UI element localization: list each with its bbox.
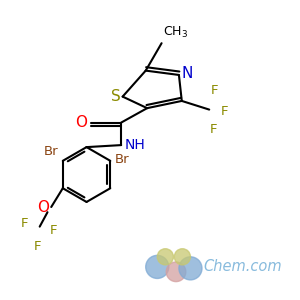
Text: NH: NH xyxy=(124,138,146,152)
Circle shape xyxy=(174,249,190,265)
Text: F: F xyxy=(34,241,41,254)
Text: Chem.com: Chem.com xyxy=(203,260,282,274)
Text: O: O xyxy=(75,115,87,130)
Text: Br: Br xyxy=(115,153,129,166)
Text: Br: Br xyxy=(44,145,58,158)
Text: F: F xyxy=(221,104,228,118)
Text: S: S xyxy=(111,89,121,104)
Text: O: O xyxy=(37,200,49,214)
Text: F: F xyxy=(211,85,218,98)
Circle shape xyxy=(146,255,169,278)
Text: F: F xyxy=(210,123,217,136)
Text: N: N xyxy=(182,66,193,81)
Circle shape xyxy=(157,249,173,265)
Circle shape xyxy=(166,262,186,282)
Text: CH$_3$: CH$_3$ xyxy=(163,25,188,40)
Text: F: F xyxy=(50,224,57,238)
Circle shape xyxy=(179,257,202,280)
Text: F: F xyxy=(21,217,28,230)
